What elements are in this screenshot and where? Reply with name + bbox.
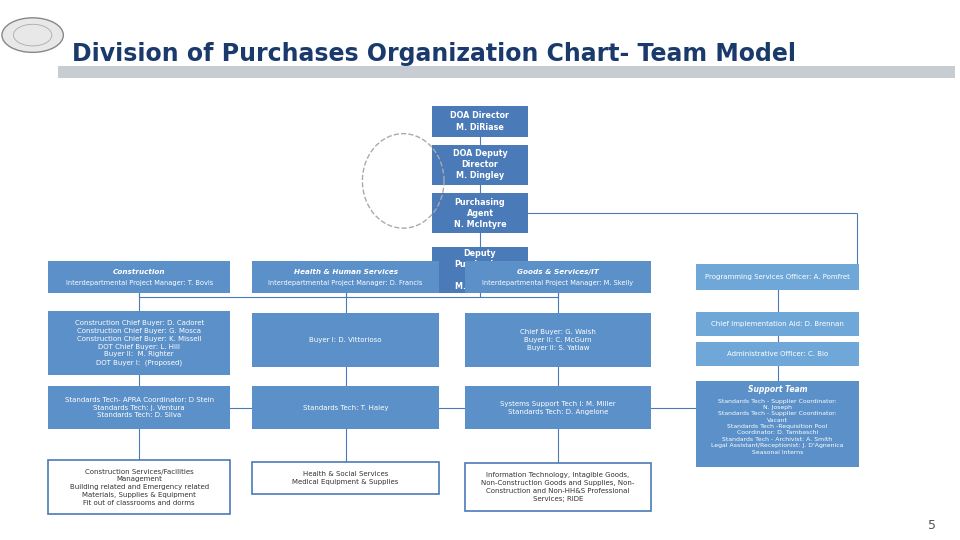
FancyBboxPatch shape <box>432 193 528 233</box>
Text: Chief Buyer: G. Walsh
Buyer II: C. McGurn
Buyer II: S. Yatlaw: Chief Buyer: G. Walsh Buyer II: C. McGur… <box>519 329 596 351</box>
FancyBboxPatch shape <box>465 387 651 429</box>
FancyBboxPatch shape <box>465 463 651 511</box>
Text: Deputy
Purchasing
Agent
M. Mitchell: Deputy Purchasing Agent M. Mitchell <box>455 249 505 291</box>
FancyBboxPatch shape <box>48 311 230 375</box>
FancyBboxPatch shape <box>697 264 858 291</box>
Text: Standards Tech: T. Haley: Standards Tech: T. Haley <box>302 404 389 411</box>
Text: Goods & Services/IT: Goods & Services/IT <box>516 268 599 275</box>
Text: Systems Support Tech I: M. Miller
Standards Tech: D. Angelone: Systems Support Tech I: M. Miller Standa… <box>500 401 615 415</box>
Text: Buyer I: D. Vittorioso: Buyer I: D. Vittorioso <box>309 337 382 343</box>
Text: 5: 5 <box>928 519 936 532</box>
Text: Purchasing
Agent
N. McIntyre: Purchasing Agent N. McIntyre <box>454 198 506 229</box>
Text: Interdepartmental Project Manager: D. Francis: Interdepartmental Project Manager: D. Fr… <box>269 280 422 287</box>
FancyBboxPatch shape <box>252 261 439 293</box>
Text: Interdepartmental Project Manager: M. Skelly: Interdepartmental Project Manager: M. Sk… <box>482 280 634 287</box>
FancyBboxPatch shape <box>252 313 439 367</box>
Text: Health & Social Services
Medical Equipment & Supplies: Health & Social Services Medical Equipme… <box>293 471 398 485</box>
Text: Programming Services Officer: A. Pomfret: Programming Services Officer: A. Pomfret <box>706 274 850 280</box>
FancyBboxPatch shape <box>252 462 439 494</box>
FancyBboxPatch shape <box>465 313 651 367</box>
Text: Construction Services/Facilities
Management
Building related and Emergency relat: Construction Services/Facilities Managem… <box>70 469 208 505</box>
FancyBboxPatch shape <box>48 387 230 429</box>
FancyBboxPatch shape <box>697 342 858 366</box>
FancyBboxPatch shape <box>697 381 858 467</box>
FancyBboxPatch shape <box>697 312 858 336</box>
FancyBboxPatch shape <box>432 145 528 185</box>
Text: Standards Tech - Supplier Coordinator:
N. Joseph
Standards Tech - Supplier Coord: Standards Tech - Supplier Coordinator: N… <box>711 399 844 455</box>
Text: Information Technology, Intagible Goods,
Non-Construction Goods and Supplies, No: Information Technology, Intagible Goods,… <box>481 472 635 502</box>
Text: DOA Director
M. DiRiase: DOA Director M. DiRiase <box>450 111 510 132</box>
Text: Construction: Construction <box>113 268 165 275</box>
FancyBboxPatch shape <box>58 66 955 78</box>
Text: Health & Human Services: Health & Human Services <box>294 268 397 275</box>
Text: Interdepartmental Project Manager: T. Bovis: Interdepartmental Project Manager: T. Bo… <box>65 280 213 287</box>
FancyBboxPatch shape <box>48 261 230 293</box>
Text: Chief Implementation Aid: D. Brennan: Chief Implementation Aid: D. Brennan <box>711 321 844 327</box>
Text: Construction Chief Buyer: D. Cadoret
Construction Chief Buyer: G. Mosca
Construc: Construction Chief Buyer: D. Cadoret Con… <box>75 320 204 366</box>
Text: Administrative Officer: C. Bio: Administrative Officer: C. Bio <box>727 350 828 357</box>
FancyBboxPatch shape <box>252 387 439 429</box>
Text: Support Team: Support Team <box>748 385 807 394</box>
FancyBboxPatch shape <box>465 261 651 293</box>
Text: DOA Deputy
Director
M. Dingley: DOA Deputy Director M. Dingley <box>452 149 508 180</box>
Text: Division of Purchases Organization Chart- Team Model: Division of Purchases Organization Chart… <box>72 42 796 66</box>
FancyBboxPatch shape <box>432 106 528 137</box>
FancyBboxPatch shape <box>48 460 230 514</box>
Circle shape <box>2 18 63 52</box>
Text: Standards Tech- APRA Coordinator: D Stein
Standards Tech: J. Ventura
Standards T: Standards Tech- APRA Coordinator: D Stei… <box>64 397 214 418</box>
FancyBboxPatch shape <box>432 247 528 293</box>
